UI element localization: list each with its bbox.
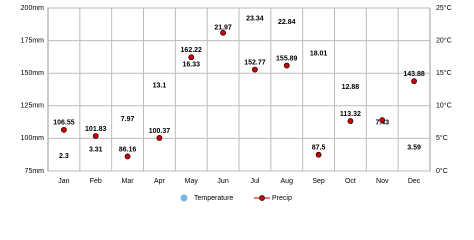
data-label: 2.3 — [59, 153, 69, 160]
legend-label: Temperature — [194, 195, 233, 202]
y2-tick-label: 5°C — [436, 134, 448, 142]
data-label: 143.88 — [403, 71, 425, 78]
data-label: 16.33 — [182, 61, 200, 68]
data-label: 113.32 — [340, 111, 361, 118]
data-label: 7.97 — [121, 116, 135, 123]
data-label: 152.77 — [244, 59, 266, 66]
data-label: 3.31 — [89, 146, 103, 153]
precip-point — [411, 78, 417, 85]
legend-swatch — [259, 195, 265, 201]
y-tick-label: 100mm — [21, 135, 45, 142]
precip-point — [347, 118, 354, 124]
precip-point — [252, 66, 258, 73]
y2-tick-label: 25°C — [436, 4, 452, 12]
data-label: 13.1 — [153, 82, 167, 89]
y-tick-label: 75mm — [25, 168, 45, 175]
data-label: 18.01 — [310, 50, 328, 57]
y-tick-label: 150mm — [21, 70, 45, 77]
data-label: 87.5 — [312, 145, 326, 152]
data-label: 101.83 — [85, 126, 107, 133]
x-tick-label: Jul — [250, 178, 259, 185]
data-label: 106.55 — [53, 120, 75, 127]
x-tick-label: Mar — [122, 178, 135, 185]
precip-point — [283, 62, 290, 69]
x-tick-label: Oct — [345, 178, 356, 185]
precip-point — [188, 54, 195, 61]
chart: 75mm 100mm 125mm 150mm 175mm 200mm 0°C 5°C 10°C 1… — [21, 4, 452, 202]
precip-point — [315, 151, 322, 158]
y-tick-label: 200mm — [21, 5, 45, 12]
data-label: 162.22 — [181, 47, 203, 54]
y2-tick-label: 20°C — [436, 36, 452, 44]
x-tick-label: Apr — [154, 178, 166, 185]
x-tick-label: Jun — [217, 178, 228, 185]
y2-tick-label: 10°C — [436, 102, 452, 110]
y2-tick-label: 15°C — [436, 69, 452, 77]
data-label: 100.37 — [149, 128, 171, 135]
legend-swatch — [180, 194, 188, 202]
precip-point — [61, 126, 67, 133]
x-tick-label: May — [185, 178, 199, 185]
y-tick-label: 175mm — [21, 37, 45, 44]
data-label: 22.84 — [278, 19, 296, 26]
y-tick-label: 125mm — [21, 103, 45, 110]
x-tick-label: Dec — [408, 178, 421, 185]
legend-label: Precip — [272, 195, 292, 202]
x-tick-label: Feb — [90, 178, 102, 185]
precip-point — [156, 135, 163, 141]
x-tick-label: Jan — [58, 178, 69, 185]
precip-point — [220, 29, 226, 36]
data-label: 23.34 — [246, 16, 264, 23]
precip-point — [379, 117, 386, 124]
x-tick-label: Aug — [281, 178, 294, 185]
data-label: 12.88 — [342, 84, 360, 91]
y2-tick-label: 0°C — [436, 167, 448, 175]
x-tick-label: Sep — [312, 178, 325, 185]
precip-point — [124, 153, 131, 160]
data-label: 21.97 — [214, 25, 232, 32]
precip-point — [92, 133, 99, 139]
x-tick-label: Nov — [376, 178, 389, 185]
data-label: 86.16 — [119, 146, 137, 153]
data-label: 155.89 — [276, 55, 298, 62]
data-label: 3.59 — [407, 144, 421, 151]
